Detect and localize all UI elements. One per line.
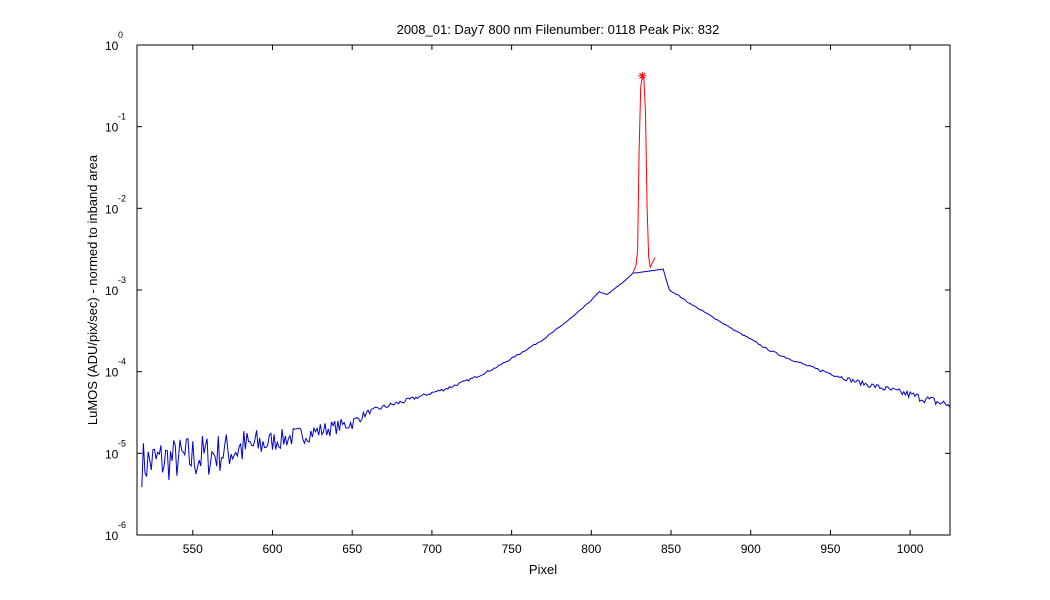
y-tick-base-3: 10 xyxy=(105,284,119,298)
y-tick-base-0: 10 xyxy=(105,39,119,53)
y-tick-base-4: 10 xyxy=(105,366,119,380)
x-tick-label-5: 800 xyxy=(581,542,601,556)
y-tick-exponent-2: -2 xyxy=(118,193,126,203)
x-axis-ticks: 550 600 650 700 750 800 850 900 950 1000 xyxy=(183,45,924,556)
series-group xyxy=(141,74,950,488)
y-tick-exponent-6: -6 xyxy=(118,520,126,530)
series-line-1 xyxy=(632,74,656,274)
chart-title: 2008_01: Day7 800 nm Filenumber: 0118 Pe… xyxy=(397,22,720,37)
x-tick-label-2: 650 xyxy=(342,542,362,556)
series-line-0 xyxy=(141,268,950,488)
y-tick-base-1: 10 xyxy=(105,121,119,135)
x-tick-label-1: 600 xyxy=(262,542,282,556)
x-tick-label-3: 700 xyxy=(422,542,442,556)
peak-marker-group xyxy=(638,71,647,80)
peak-marker xyxy=(638,71,647,80)
x-tick-label-8: 950 xyxy=(820,542,840,556)
x-tick-label-9: 1000 xyxy=(897,542,924,556)
x-axis-label: Pixel xyxy=(529,562,557,577)
y-tick-base-5: 10 xyxy=(105,447,119,461)
y-tick-exponent-0: 0 xyxy=(118,30,123,40)
x-tick-label-0: 550 xyxy=(183,542,203,556)
y-tick-exponent-1: -1 xyxy=(118,112,126,122)
y-tick-exponent-5: -5 xyxy=(118,438,126,448)
y-axis-label: LuMOS (ADU/pix/sec) - normed to inband a… xyxy=(85,154,100,425)
x-tick-label-7: 900 xyxy=(741,542,761,556)
y-tick-exponent-3: -3 xyxy=(118,275,126,285)
x-tick-label-4: 750 xyxy=(502,542,522,556)
plot-area xyxy=(137,45,950,535)
y-tick-base-6: 10 xyxy=(105,529,119,543)
peak-marker-stroke-3 xyxy=(639,72,646,79)
x-tick-label-6: 850 xyxy=(661,542,681,556)
y-tick-base-2: 10 xyxy=(105,202,119,216)
y-tick-exponent-4: -4 xyxy=(118,357,126,367)
